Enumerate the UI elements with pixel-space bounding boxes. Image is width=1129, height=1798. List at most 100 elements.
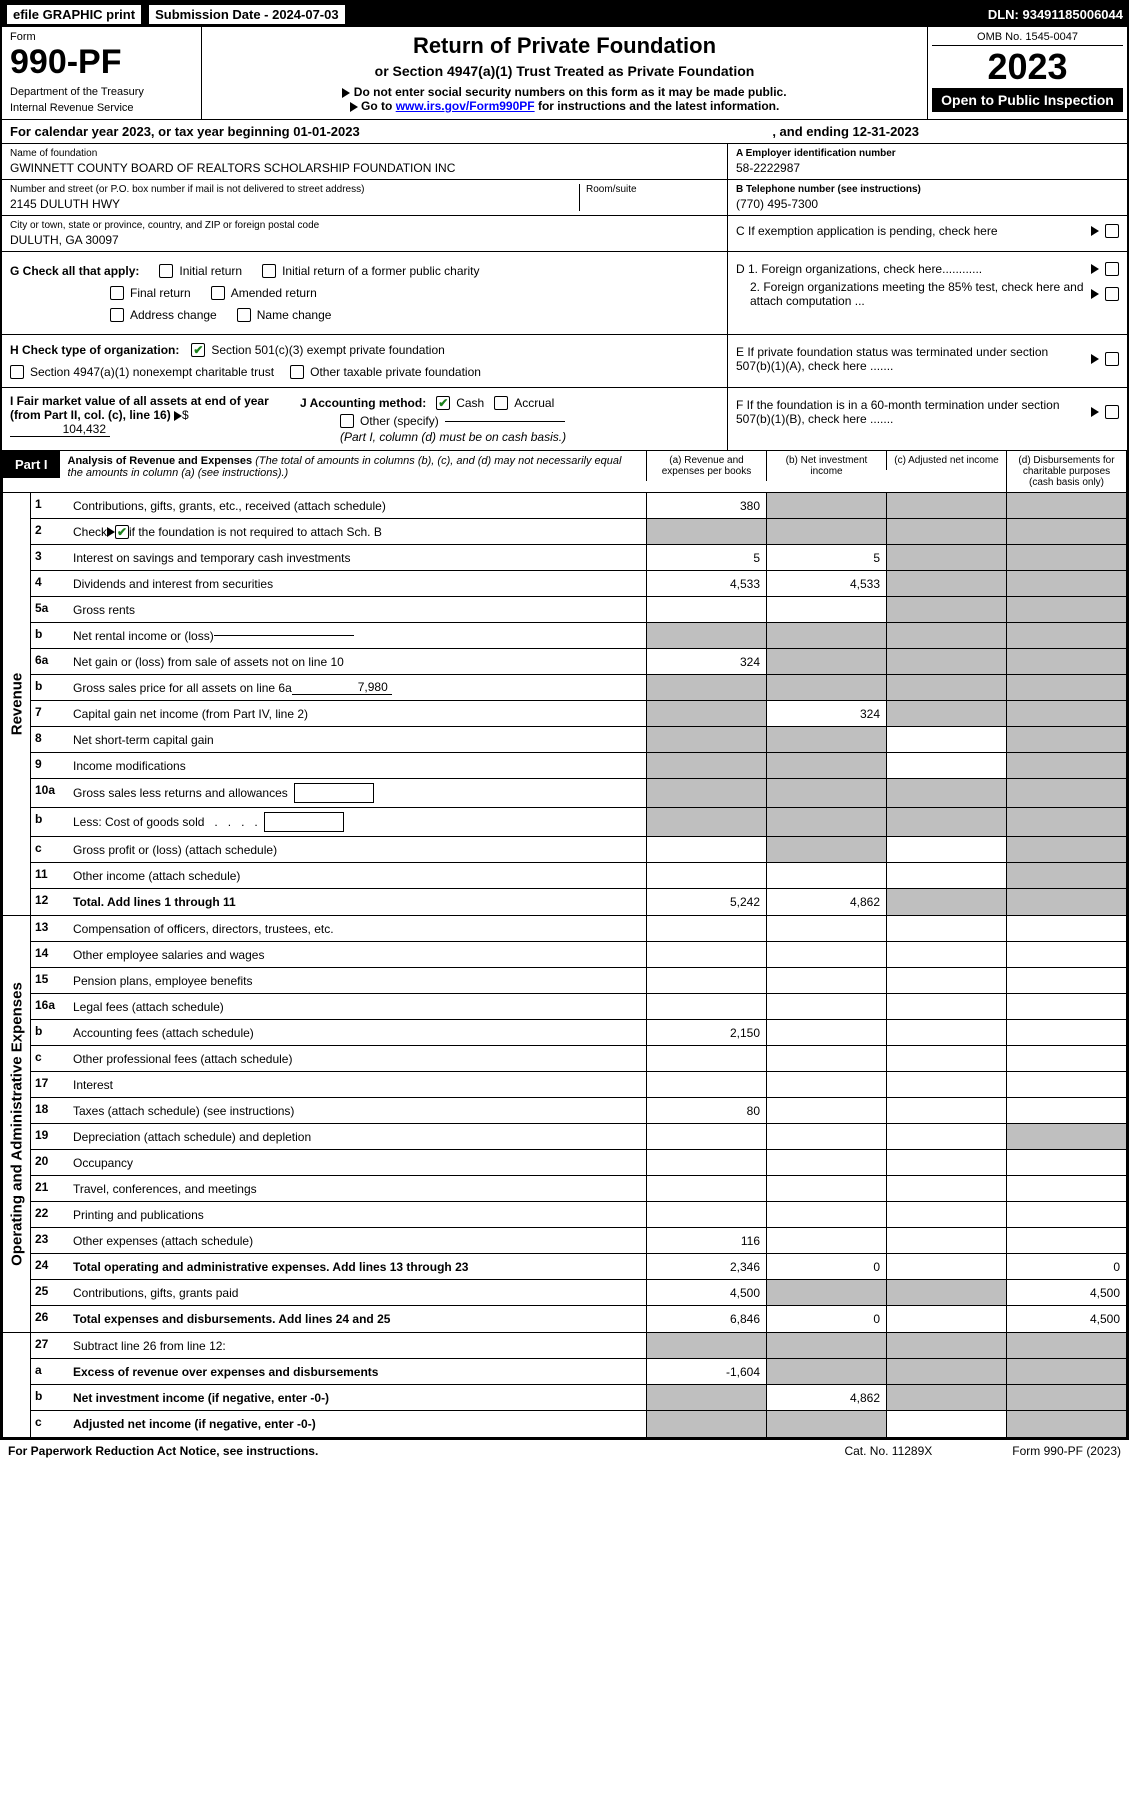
col-c	[886, 942, 1006, 967]
g-initial-former: Initial return of a former public charit…	[282, 264, 479, 278]
col-a	[646, 942, 766, 967]
arrow-icon	[1091, 226, 1099, 236]
line-no: 23	[31, 1228, 67, 1253]
line-21: 21 Travel, conferences, and meetings	[31, 1176, 1126, 1202]
line-no: 3	[31, 545, 67, 570]
line-desc: Net short-term capital gain	[67, 727, 646, 752]
h-other-checkbox[interactable]	[290, 365, 304, 379]
col-a: 80	[646, 1098, 766, 1123]
line-5b: b Net rental income or (loss)	[31, 623, 1126, 649]
cal-year-text: For calendar year 2023, or tax year begi…	[10, 124, 360, 139]
col-c	[886, 1306, 1006, 1332]
d2-checkbox[interactable]	[1105, 287, 1119, 301]
efile-label[interactable]: efile GRAPHIC print	[6, 4, 142, 25]
part1-title: Analysis of Revenue and Expenses	[68, 455, 253, 467]
form990pf-link[interactable]: www.irs.gov/Form990PF	[396, 99, 535, 113]
col-c	[886, 837, 1006, 862]
g-final-checkbox[interactable]	[110, 286, 124, 300]
line-10b: b Less: Cost of goods sold . . . .	[31, 808, 1126, 837]
col-c	[886, 1359, 1006, 1384]
h-opt3: Other taxable private foundation	[310, 365, 481, 379]
line-desc: Other employee salaries and wages	[67, 942, 646, 967]
city-label: City or town, state or province, country…	[10, 220, 719, 231]
line-no: 4	[31, 571, 67, 596]
col-b	[766, 994, 886, 1019]
line-desc: Excess of revenue over expenses and disb…	[67, 1359, 646, 1384]
i-label: I Fair market value of all assets at end…	[10, 394, 269, 422]
f-checkbox[interactable]	[1105, 405, 1119, 419]
g-amended: Amended return	[231, 286, 317, 300]
line-3: 3 Interest on savings and temporary cash…	[31, 545, 1126, 571]
g-initial-former-checkbox[interactable]	[262, 264, 276, 278]
expenses-side-label: Operating and Administrative Expenses	[8, 982, 25, 1266]
line-desc: Income modifications	[67, 753, 646, 778]
line-no: c	[31, 837, 67, 862]
street-value: 2145 DULUTH HWY	[10, 197, 579, 211]
col-a	[646, 727, 766, 752]
c-checkbox[interactable]	[1105, 224, 1119, 238]
col-b	[766, 968, 886, 993]
form-number: 990-PF	[10, 43, 193, 82]
j-other-specify[interactable]	[445, 421, 565, 422]
col-c	[886, 753, 1006, 778]
h-4947-checkbox[interactable]	[10, 365, 24, 379]
col-b	[766, 1359, 886, 1384]
line-1: 1 Contributions, gifts, grants, etc., re…	[31, 493, 1126, 519]
g-name-checkbox[interactable]	[237, 308, 251, 322]
line-no: 11	[31, 863, 67, 888]
col-a: 5	[646, 545, 766, 570]
col-a: 5,242	[646, 889, 766, 915]
col-a: 2,150	[646, 1020, 766, 1045]
line-desc: Travel, conferences, and meetings	[67, 1176, 646, 1201]
col-d	[1006, 1359, 1126, 1384]
j-cash-checkbox[interactable]	[436, 396, 450, 410]
col-b: 5	[766, 545, 886, 570]
line-18: 18 Taxes (attach schedule) (see instruct…	[31, 1098, 1126, 1124]
e-checkbox[interactable]	[1105, 352, 1119, 366]
g-address-checkbox[interactable]	[110, 308, 124, 322]
g-name-change: Name change	[257, 308, 332, 322]
line-9: 9 Income modifications	[31, 753, 1126, 779]
line-desc: Taxes (attach schedule) (see instruction…	[67, 1098, 646, 1123]
g-final: Final return	[130, 286, 191, 300]
revenue-side-label: Revenue	[8, 673, 25, 736]
line-22: 22 Printing and publications	[31, 1202, 1126, 1228]
col-c	[886, 1385, 1006, 1410]
col-b: 4,862	[766, 889, 886, 915]
col-a	[646, 753, 766, 778]
h-501c3-checkbox[interactable]	[191, 343, 205, 357]
col-c	[886, 1046, 1006, 1071]
col-d	[1006, 994, 1126, 1019]
line-desc: Total operating and administrative expen…	[67, 1254, 646, 1279]
line-desc: Gross rents	[67, 597, 646, 622]
d1-checkbox[interactable]	[1105, 262, 1119, 276]
j-cash: Cash	[456, 396, 484, 410]
line-desc: Dividends and interest from securities	[67, 571, 646, 596]
ein-label: A Employer identification number	[736, 148, 1119, 159]
col-c	[886, 1098, 1006, 1123]
col-b	[766, 753, 886, 778]
part1-label: Part I	[3, 451, 60, 478]
g-amended-checkbox[interactable]	[211, 286, 225, 300]
line-desc: Other expenses (attach schedule)	[67, 1228, 646, 1253]
sch-b-checkbox[interactable]	[115, 525, 129, 539]
line-13: 13 Compensation of officers, directors, …	[31, 916, 1126, 942]
line-no: 16a	[31, 994, 67, 1019]
col-c	[886, 968, 1006, 993]
line-desc: Occupancy	[67, 1150, 646, 1175]
tax-year: 2023	[932, 46, 1123, 88]
line-no: 18	[31, 1098, 67, 1123]
line-no: 17	[31, 1072, 67, 1097]
j-other-checkbox[interactable]	[340, 414, 354, 428]
j-accrual-checkbox[interactable]	[494, 396, 508, 410]
col-d	[1006, 837, 1126, 862]
g-initial-checkbox[interactable]	[159, 264, 173, 278]
line-desc: Contributions, gifts, grants paid	[67, 1280, 646, 1305]
col-d	[1006, 1150, 1126, 1175]
col-a	[646, 968, 766, 993]
city-value: DULUTH, GA 30097	[10, 233, 719, 247]
line-24: 24 Total operating and administrative ex…	[31, 1254, 1126, 1280]
col-d	[1006, 1098, 1126, 1123]
submission-date: Submission Date - 2024-07-03	[148, 4, 346, 25]
d1-text: D 1. Foreign organizations, check here..…	[736, 262, 1085, 276]
